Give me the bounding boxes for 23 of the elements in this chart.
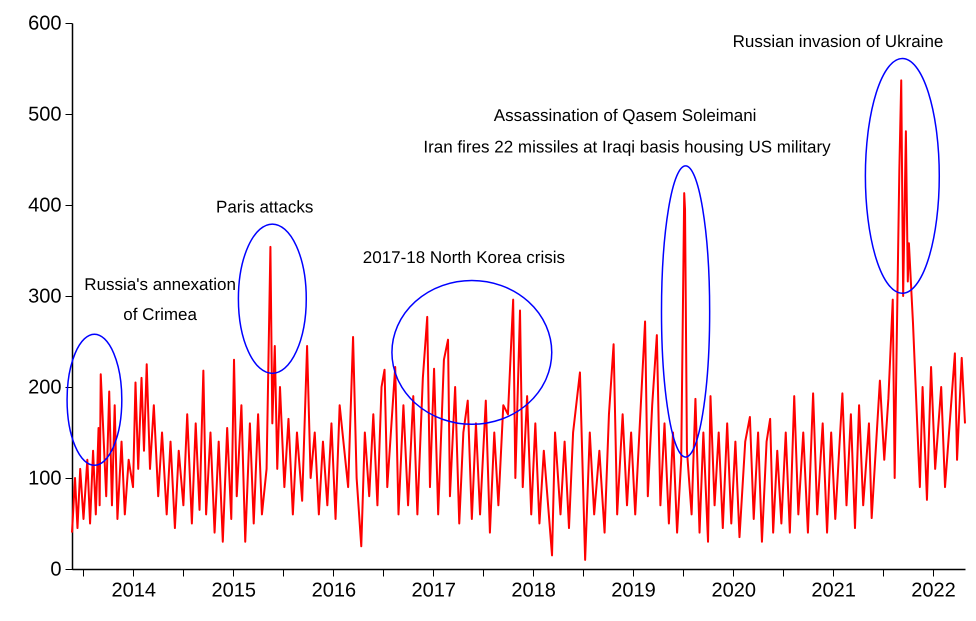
- x-tick-label: 2014: [112, 580, 156, 602]
- line-series: [71, 79, 966, 561]
- y-tick-label: 500: [28, 104, 62, 126]
- x-tick-label: 2016: [312, 580, 356, 602]
- y-tick-label: 300: [28, 286, 62, 308]
- annotation: Russia's annexation of Crimea: [84, 275, 236, 324]
- y-tick-label: 400: [28, 194, 62, 216]
- x-tick-label: 2021: [811, 580, 856, 602]
- annotation: Russian invasion of Ukraine: [732, 32, 944, 52]
- annotation: Iran fires 22 missiles at Iraqi basis housing US military: [423, 138, 832, 157]
- annotation: Paris attacks: [216, 198, 314, 217]
- x-tick-label: 2022: [911, 580, 956, 602]
- x-tick-label: 2017: [412, 580, 456, 602]
- x-tick-label: 2019: [611, 580, 656, 602]
- y-tick-label: 600: [28, 12, 62, 34]
- annotation: 2017-18 North Korea crisis: [362, 248, 566, 267]
- annotation: Assassination of Qasem Soleimani: [494, 106, 756, 125]
- y-tick-label: 100: [28, 468, 62, 490]
- x-tick-label: 2018: [511, 580, 556, 602]
- x-tick-label: 2015: [211, 580, 256, 602]
- y-tick-label: 0: [50, 558, 62, 580]
- x-tick-label: 2020: [711, 580, 756, 602]
- y-tick-label: 200: [28, 376, 62, 398]
